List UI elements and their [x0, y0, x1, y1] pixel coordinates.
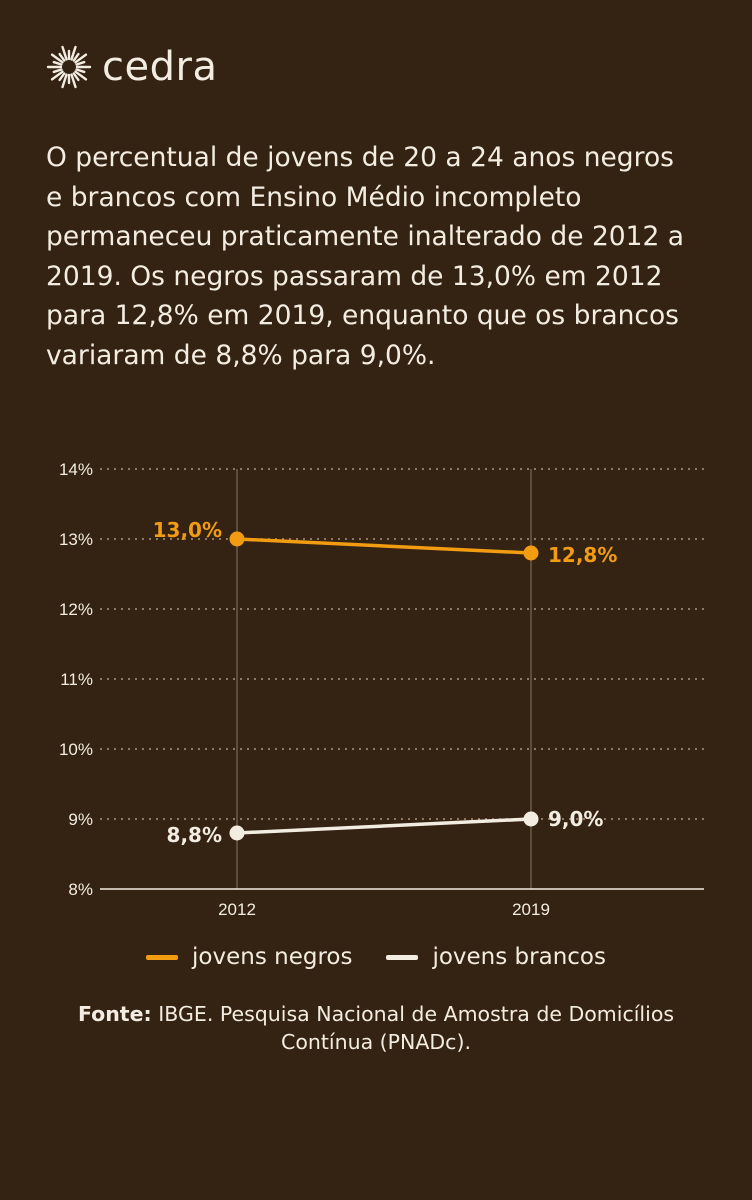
y-tick-label: 14%	[59, 460, 93, 479]
brand-name: cedra	[102, 44, 218, 90]
sun-ray	[50, 53, 64, 64]
data-point	[229, 531, 245, 547]
legend-swatch-negros	[146, 954, 179, 960]
data-point	[523, 545, 539, 561]
source-prefix: Fonte:	[77, 1002, 152, 1026]
y-tick-label: 8%	[68, 880, 93, 899]
y-tick-label: 10%	[59, 740, 93, 759]
sun-ray	[72, 72, 80, 82]
x-tick-label: 2019	[512, 900, 550, 919]
legend-label-negros: jovens negros	[192, 944, 353, 970]
data-label: 9,0%	[548, 807, 603, 831]
sun-ray	[75, 68, 86, 74]
series-line	[236, 537, 532, 555]
sun-ray	[52, 68, 63, 74]
sun-ray	[58, 72, 66, 82]
x-tick-label: 2012	[218, 900, 256, 919]
legend-item-negros: jovens negros	[146, 944, 352, 970]
sun-burst-icon	[46, 45, 92, 89]
sun-ray	[52, 60, 63, 66]
data-point	[229, 825, 245, 841]
sun-ray	[61, 45, 68, 61]
data-label: 8,8%	[167, 823, 222, 847]
y-tick-label: 9%	[68, 810, 93, 829]
sun-ray	[72, 52, 80, 62]
y-tick-label: 13%	[59, 530, 93, 549]
sun-ray	[70, 73, 77, 89]
series-line	[236, 817, 532, 835]
legend-swatch-brancos	[386, 954, 419, 960]
sun-ray	[58, 52, 66, 62]
data-point	[523, 811, 539, 827]
source-note: Fonte: IBGE. Pesquisa Nacional de Amostr…	[60, 1000, 692, 1056]
sun-ray	[61, 73, 68, 89]
sun-ray	[70, 45, 77, 61]
source-text: IBGE. Pesquisa Nacional de Amostra de Do…	[158, 1002, 675, 1054]
sun-ray	[74, 53, 88, 64]
data-label: 13,0%	[153, 518, 222, 542]
brand-logo: cedra	[46, 44, 217, 90]
data-label: 12,8%	[548, 543, 617, 567]
legend-item-brancos: jovens brancos	[386, 944, 606, 970]
sun-ray	[75, 60, 86, 66]
sun-ray	[74, 70, 88, 81]
sun-ray	[50, 70, 64, 81]
line-chart: 8% 9% 10% 11% 12% 13% 14% 2012 2019 13,0% 12,8% 8,8…	[59, 460, 704, 919]
intro-paragraph: O percentual de jovens de 20 a 24 anos n…	[46, 142, 685, 371]
legend-label-brancos: jovens brancos	[432, 944, 606, 970]
y-tick-label: 11%	[60, 670, 93, 689]
chart-legend: jovens negros jovens brancos	[0, 944, 752, 970]
y-tick-label: 12%	[59, 600, 93, 619]
